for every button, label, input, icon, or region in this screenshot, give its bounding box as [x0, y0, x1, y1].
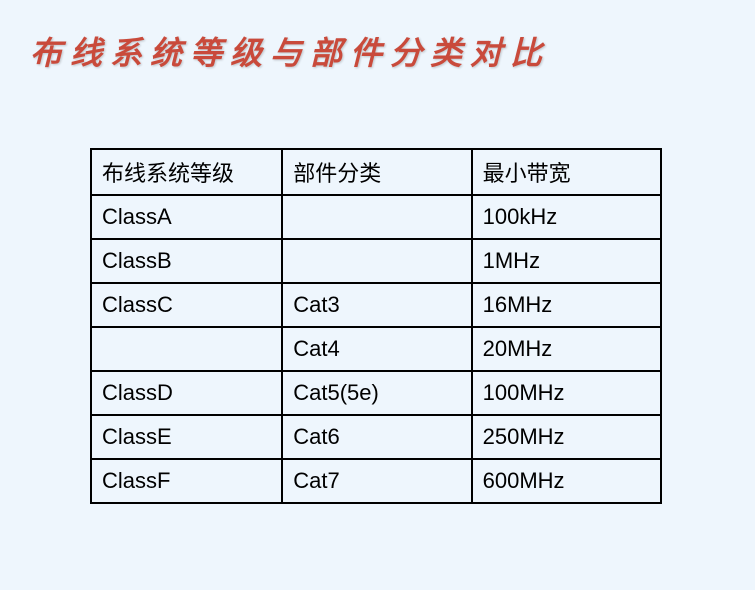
table-cell — [282, 195, 471, 239]
table-cell: Cat6 — [282, 415, 471, 459]
table-cell: 1MHz — [472, 239, 661, 283]
table-cell: ClassF — [91, 459, 282, 503]
table-cell: 600MHz — [472, 459, 661, 503]
table-row: ClassA 100kHz — [91, 195, 661, 239]
table-cell: Cat5(5e) — [282, 371, 471, 415]
table-cell: ClassE — [91, 415, 282, 459]
header-cell: 最小带宽 — [472, 149, 661, 195]
table-header-row: 布线系统等级 部件分类 最小带宽 — [91, 149, 661, 195]
table-cell: Cat4 — [282, 327, 471, 371]
header-cell: 部件分类 — [282, 149, 471, 195]
table-cell: ClassC — [91, 283, 282, 327]
table-cell — [282, 239, 471, 283]
comparison-table: 布线系统等级 部件分类 最小带宽 ClassA 100kHz ClassB 1M… — [90, 148, 662, 504]
table-cell — [91, 327, 282, 371]
table-row: Cat4 20MHz — [91, 327, 661, 371]
table-cell: ClassA — [91, 195, 282, 239]
table-cell: Cat7 — [282, 459, 471, 503]
table-cell: 20MHz — [472, 327, 661, 371]
table-cell: 250MHz — [472, 415, 661, 459]
table-row: ClassE Cat6 250MHz — [91, 415, 661, 459]
page-title: 布线系统等级与部件分类对比 — [30, 28, 550, 74]
table-cell: Cat3 — [282, 283, 471, 327]
table-cell: 100kHz — [472, 195, 661, 239]
table-row: ClassB 1MHz — [91, 239, 661, 283]
header-cell: 布线系统等级 — [91, 149, 282, 195]
table-cell: ClassB — [91, 239, 282, 283]
table-row: ClassC Cat3 16MHz — [91, 283, 661, 327]
table-cell: 100MHz — [472, 371, 661, 415]
table-cell: ClassD — [91, 371, 282, 415]
table-row: ClassD Cat5(5e) 100MHz — [91, 371, 661, 415]
table-row: ClassF Cat7 600MHz — [91, 459, 661, 503]
comparison-table-container: 布线系统等级 部件分类 最小带宽 ClassA 100kHz ClassB 1M… — [90, 148, 662, 504]
table-cell: 16MHz — [472, 283, 661, 327]
